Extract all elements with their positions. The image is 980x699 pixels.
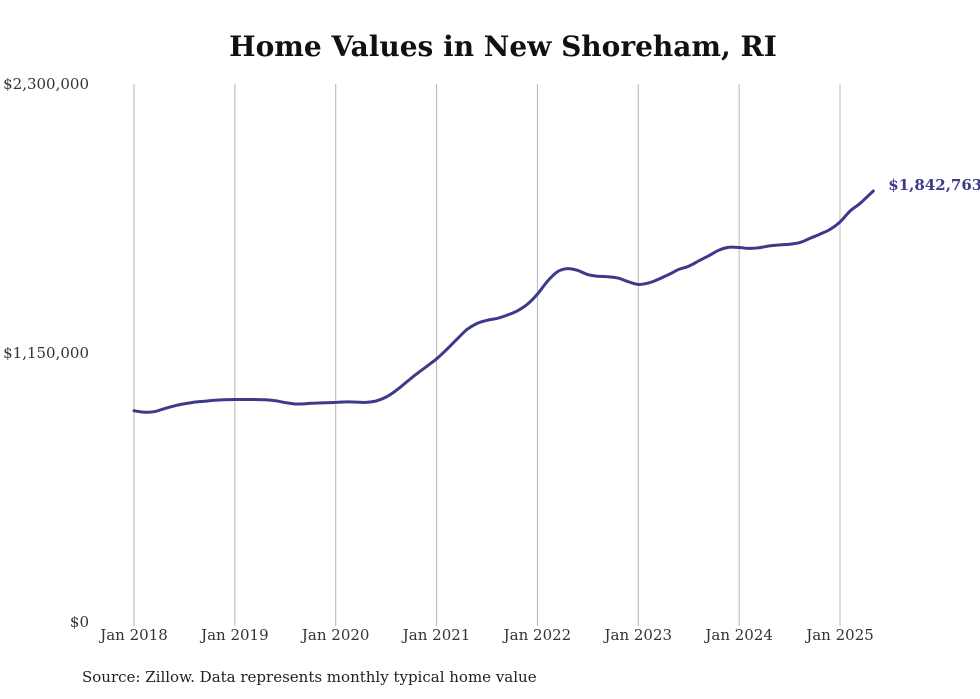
source-note: Source: Zillow. Data represents monthly … — [82, 668, 537, 686]
series-line-group — [132, 189, 875, 414]
x-tick-label: Jan 2025 — [804, 626, 874, 644]
y-axis-ticks: $0 $1,150,000 $2,300,000 — [3, 75, 89, 631]
end-value-label: $1,842,763 — [888, 176, 980, 194]
y-tick-label: $2,300,000 — [3, 75, 89, 93]
x-tick-label: Jan 2018 — [98, 626, 168, 644]
grid-lines — [133, 84, 841, 626]
x-tick-label: Jan 2024 — [703, 626, 773, 644]
x-tick-label: Jan 2022 — [502, 626, 572, 644]
series-line — [132, 189, 875, 414]
x-tick-label: Jan 2021 — [401, 626, 471, 644]
x-tick-label: Jan 2023 — [603, 626, 673, 644]
end-label-group: $1,842,763 — [888, 176, 980, 194]
x-tick-label: Jan 2020 — [300, 626, 370, 644]
x-axis-ticks: Jan 2018 Jan 2019 Jan 2020 Jan 2021 Jan 2022… — [98, 626, 874, 644]
y-tick-label: $1,150,000 — [3, 344, 89, 362]
chart-title: Home Values in New Shoreham, RI — [229, 30, 777, 63]
x-tick-label: Jan 2019 — [199, 626, 269, 644]
y-tick-label: $0 — [70, 613, 89, 631]
